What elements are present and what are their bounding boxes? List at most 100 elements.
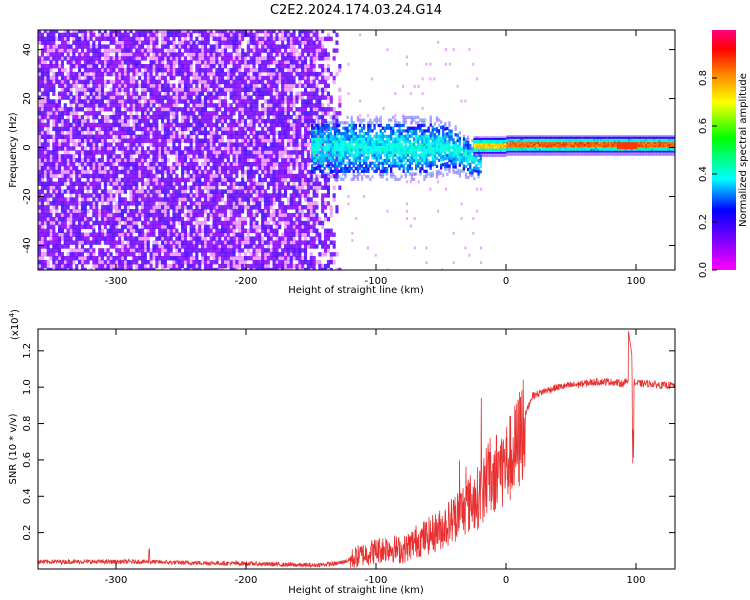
heatmap-cell — [115, 263, 119, 269]
heatmap-cell — [181, 244, 185, 249]
heatmap-cell — [298, 216, 302, 222]
heatmap-cell — [132, 244, 136, 249]
heatmap-cell — [143, 130, 147, 136]
heatmap-cell — [126, 83, 130, 88]
heatmap-cell — [120, 99, 124, 104]
heatmap-cell — [175, 52, 179, 57]
heatmap-cell — [215, 158, 219, 163]
heatmap-cell — [218, 30, 222, 34]
heatmap-cell — [263, 44, 267, 49]
heatmap-cell — [95, 220, 99, 226]
heatmap-cell — [43, 205, 47, 210]
heatmap-cell — [203, 165, 207, 171]
heatmap-cell — [63, 173, 67, 179]
heatmap-cell — [75, 64, 79, 69]
heatmap-cell — [221, 232, 225, 237]
heatmap-cell — [60, 115, 64, 120]
heatmap-cell — [223, 263, 227, 269]
heatmap-cell — [161, 142, 165, 147]
heatmap-cell — [218, 64, 222, 69]
heatmap-cell — [275, 252, 279, 257]
heatmap-cell — [155, 162, 159, 167]
heatmap-cell — [281, 181, 285, 186]
heatmap-cell — [103, 263, 107, 269]
heatmap-cell — [138, 216, 142, 222]
heatmap-cell — [195, 36, 199, 41]
heatmap-cell — [163, 68, 167, 73]
heatmap-cell — [161, 236, 165, 241]
heatmap-cell — [109, 216, 113, 222]
heatmap-cell — [172, 87, 176, 92]
heatmap-cell — [304, 87, 308, 92]
heatmap-cell — [92, 103, 96, 108]
heatmap-cell — [278, 193, 282, 198]
heatmap-cell — [123, 111, 127, 116]
heatmap-cell — [112, 256, 116, 261]
heatmap-cell — [143, 240, 147, 245]
heatmap-cell — [275, 32, 279, 38]
heatmap-cell — [69, 201, 73, 206]
heatmap-cell — [221, 169, 225, 175]
heatmap-cell — [112, 232, 116, 237]
heatmap-cell — [60, 236, 64, 241]
heatmap-cell — [209, 142, 213, 147]
heatmap-cell — [266, 224, 270, 230]
heatmap-cell — [120, 71, 124, 77]
heatmap-cell — [129, 232, 133, 237]
heatmap-cell — [80, 201, 84, 206]
heatmap-cell — [281, 240, 285, 245]
heatmap-cell — [146, 216, 150, 222]
heatmap-cell — [281, 232, 285, 237]
heatmap-cell — [235, 256, 239, 261]
heatmap-cell — [232, 232, 236, 237]
heatmap-cell — [178, 32, 182, 38]
heatmap-cell — [89, 122, 93, 128]
heatmap-cell — [241, 162, 245, 167]
heatmap-cell — [221, 99, 225, 104]
heatmap-cell — [109, 173, 113, 179]
heatmap-cell — [149, 68, 153, 73]
heatmap-cell — [241, 134, 245, 139]
heatmap-cell — [272, 263, 276, 269]
heatmap-cell — [118, 220, 122, 226]
heatmap-cell — [246, 107, 250, 112]
heatmap-cell — [246, 83, 250, 88]
heatmap-cell — [304, 173, 308, 179]
heatmap-cell — [261, 60, 265, 65]
heatmap-cell — [49, 212, 53, 218]
heatmap-cell — [229, 75, 233, 81]
heatmap-cell — [272, 169, 276, 175]
heatmap-cell — [80, 267, 84, 270]
heatmap-cell — [166, 158, 170, 163]
heatmap-cell — [100, 83, 104, 88]
heatmap-cell — [198, 224, 202, 230]
heatmap-cell — [229, 122, 233, 128]
heatmap-cell — [152, 177, 156, 183]
heatmap-cell — [304, 177, 308, 183]
heatmap-cell — [304, 236, 308, 241]
heatmap-cell — [275, 162, 279, 167]
heatmap-cell — [243, 126, 247, 132]
heatmap-cell — [209, 185, 213, 190]
heatmap-cell — [55, 44, 59, 49]
heatmap-cell — [40, 118, 44, 124]
heatmap-cell — [132, 201, 136, 206]
heatmap-cell — [163, 228, 167, 233]
heatmap-cell — [289, 95, 293, 100]
heatmap-cell — [86, 142, 90, 147]
heatmap-cell — [281, 130, 285, 136]
heatmap-cell — [166, 99, 170, 104]
heatmap-cell — [46, 216, 50, 222]
heatmap-cell — [246, 177, 250, 183]
heatmap-cell — [238, 68, 242, 73]
heatmap-cell — [255, 252, 259, 257]
heatmap-cell — [295, 177, 299, 183]
heatmap-cell — [152, 201, 156, 206]
heatmap-cell — [40, 32, 44, 38]
heatmap-cell — [261, 44, 265, 49]
heatmap-cell — [129, 103, 133, 108]
heatmap-cell — [255, 205, 259, 210]
heatmap-cell — [243, 87, 247, 92]
heatmap-cell — [261, 228, 265, 233]
heatmap-cell — [269, 248, 273, 253]
